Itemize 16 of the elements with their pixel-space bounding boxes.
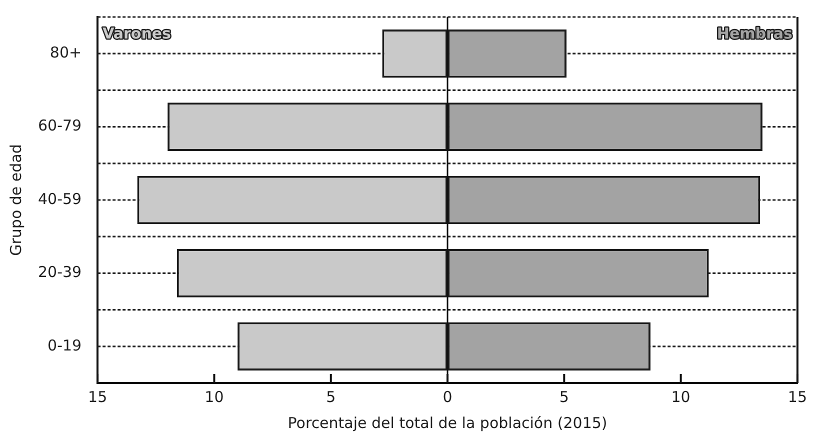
y-tick-label: 60-79: [38, 116, 82, 135]
x-tick-label: 15: [788, 388, 808, 406]
text: Varones: [102, 24, 172, 42]
text: Hembras: [716, 24, 793, 42]
y-tick-label: 40-59: [38, 190, 82, 208]
y-tick-label: 20-39: [38, 263, 82, 282]
y-tick-label: 80+: [50, 43, 82, 62]
x-tick-label: 5: [326, 388, 336, 406]
x-tick-label: 10: [204, 388, 224, 406]
x-axis-title: Porcentaje del total de la población (2015): [288, 414, 608, 432]
x-tick-label: 15: [88, 388, 108, 406]
x-tick-label: 0: [442, 388, 452, 406]
y-tick-label: 0-19: [48, 336, 82, 354]
y-axis-title: Grupo de edad: [6, 144, 25, 256]
x-tick-label: 10: [671, 388, 690, 406]
x-tick-label: 5: [559, 388, 569, 406]
